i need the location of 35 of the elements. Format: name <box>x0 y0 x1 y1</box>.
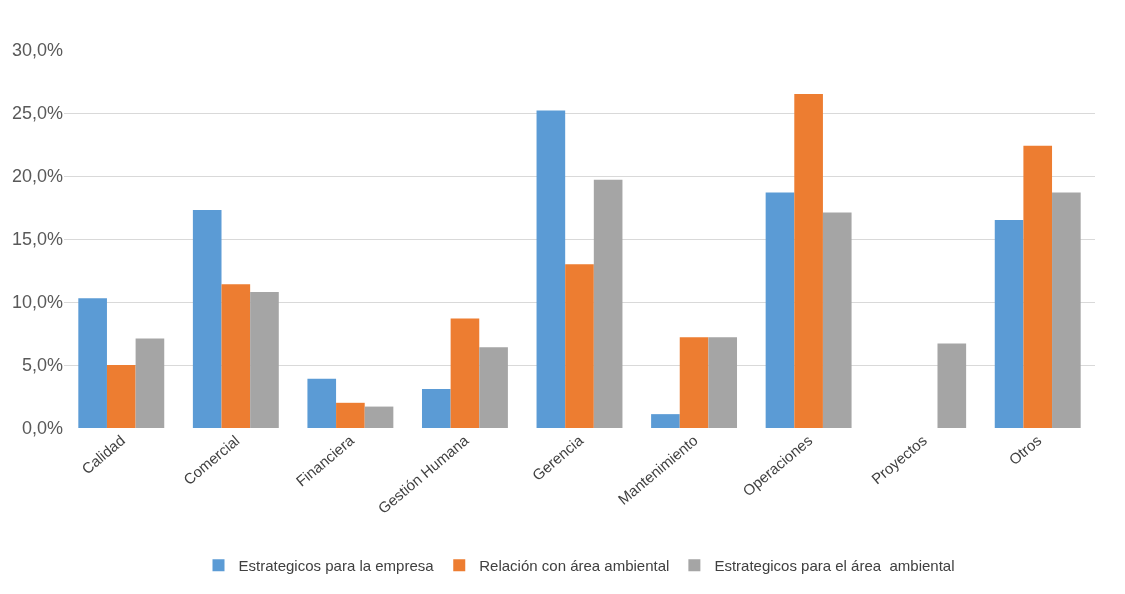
bar <box>364 406 394 428</box>
y-tick-label: 0,0% <box>21 418 63 439</box>
y-tick-label: 25,0% <box>11 103 63 124</box>
bar <box>794 94 823 428</box>
legend-label: Estrategicos para el área ambiental <box>714 557 955 575</box>
y-tick-label: 15,0% <box>11 229 63 250</box>
bar <box>336 402 365 428</box>
y-tick-label: 10,0% <box>11 292 63 313</box>
bar <box>421 388 451 428</box>
bar <box>651 414 680 428</box>
bar <box>1023 145 1053 428</box>
bar <box>708 337 738 428</box>
bar <box>192 210 222 428</box>
y-tick-label: 20,0% <box>11 166 63 187</box>
bar <box>450 318 480 428</box>
y-tick-label: 30,0% <box>11 40 63 61</box>
bar <box>822 212 852 428</box>
bar <box>536 110 566 428</box>
bar <box>765 192 795 428</box>
y-tick-label: 5,0% <box>21 355 63 376</box>
bar <box>78 298 107 428</box>
bar <box>479 347 508 428</box>
bar <box>679 337 709 428</box>
bar <box>1052 192 1081 428</box>
bar <box>593 179 623 428</box>
legend-label: Estrategicos para la empresa <box>238 557 435 575</box>
bar <box>994 220 1024 428</box>
bar <box>250 291 279 428</box>
bar <box>135 338 165 428</box>
bar <box>307 378 337 428</box>
bar <box>221 284 251 428</box>
bar <box>565 264 594 428</box>
legend-label: Relación con área ambiental <box>479 557 670 575</box>
bar <box>937 343 967 428</box>
bar <box>106 365 136 428</box>
